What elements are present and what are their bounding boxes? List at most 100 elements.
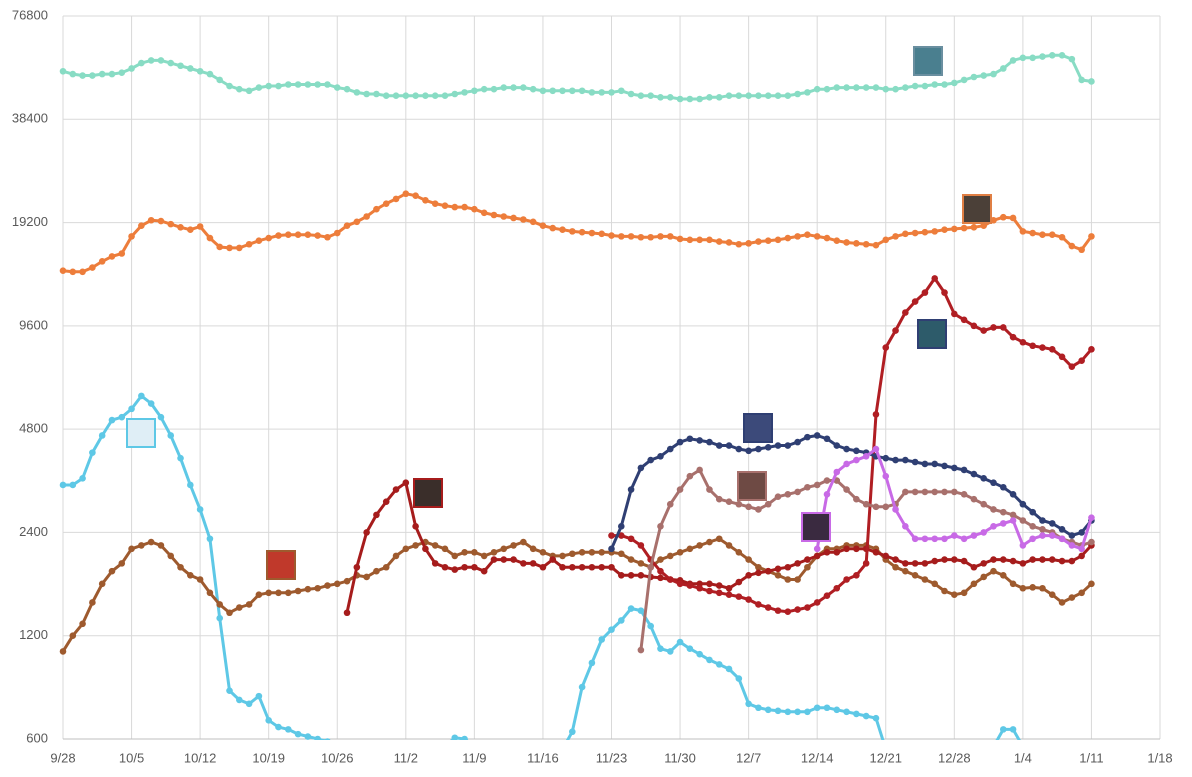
data-point xyxy=(804,89,811,96)
data-point xyxy=(696,466,703,474)
data-point xyxy=(941,556,948,563)
data-point xyxy=(999,508,1007,516)
data-point xyxy=(784,490,792,498)
data-point xyxy=(666,233,674,240)
data-point xyxy=(1019,584,1027,592)
data-point xyxy=(206,234,214,242)
data-point xyxy=(373,511,380,519)
data-point xyxy=(725,591,733,599)
x-tick-label: 10/5 xyxy=(119,750,144,765)
data-point xyxy=(774,607,782,614)
data-point xyxy=(98,580,106,588)
data-point xyxy=(774,565,782,573)
data-point xyxy=(862,84,870,91)
data-point xyxy=(960,490,968,498)
data-point xyxy=(569,728,576,736)
data-point xyxy=(549,556,557,563)
data-point xyxy=(461,549,468,556)
data-point xyxy=(549,224,557,232)
series-line xyxy=(61,537,1093,653)
data-point xyxy=(853,84,860,91)
data-point xyxy=(853,710,860,718)
data-point xyxy=(745,503,752,511)
data-point xyxy=(1078,246,1085,254)
data-point xyxy=(69,70,77,78)
data-point xyxy=(598,89,606,96)
data-point xyxy=(882,85,890,93)
data-point xyxy=(441,545,449,553)
data-point xyxy=(627,233,635,240)
data-point xyxy=(794,438,801,446)
data-point xyxy=(343,85,351,93)
character-icon xyxy=(917,319,947,349)
plot-area xyxy=(59,51,1095,740)
character-icon xyxy=(737,471,767,501)
data-point xyxy=(157,542,165,549)
data-point xyxy=(804,604,811,611)
data-point xyxy=(617,571,625,579)
data-point xyxy=(706,486,713,493)
data-point xyxy=(324,233,331,241)
grid: 600 1200 2400 4800 9600 19200 38400 76800 9/28 10… xyxy=(12,7,1173,765)
data-point xyxy=(921,460,929,468)
data-point xyxy=(265,717,272,724)
data-point xyxy=(245,240,253,248)
data-point xyxy=(617,617,625,624)
character-icon xyxy=(801,512,831,542)
data-point xyxy=(529,545,537,553)
data-point xyxy=(676,580,684,588)
data-point xyxy=(1009,57,1017,64)
data-point xyxy=(676,549,684,556)
data-point xyxy=(843,445,850,453)
data-point xyxy=(1048,532,1056,539)
x-tick-label: 10/19 xyxy=(252,750,285,765)
data-point xyxy=(999,213,1007,221)
data-point xyxy=(255,84,263,91)
character-icon xyxy=(913,46,943,76)
data-point xyxy=(520,84,527,91)
data-point xyxy=(510,84,517,91)
data-point xyxy=(931,275,939,282)
data-point xyxy=(79,72,86,79)
data-point xyxy=(853,240,860,247)
data-point xyxy=(794,90,801,98)
data-point xyxy=(167,59,175,67)
data-point xyxy=(990,567,997,575)
y-tick-label: 600 xyxy=(26,730,48,745)
data-point xyxy=(392,552,400,560)
data-point xyxy=(853,545,860,553)
data-point xyxy=(794,576,801,583)
data-point xyxy=(500,545,508,553)
data-point xyxy=(666,500,674,508)
data-point xyxy=(764,92,772,99)
data-point xyxy=(1078,76,1085,84)
data-point xyxy=(882,472,890,480)
data-point xyxy=(333,580,341,588)
data-point xyxy=(480,552,488,560)
data-point xyxy=(735,240,743,248)
data-point xyxy=(833,549,841,556)
data-point xyxy=(999,483,1007,491)
data-point xyxy=(911,488,919,496)
data-point xyxy=(461,203,468,211)
data-point xyxy=(813,599,821,606)
data-point xyxy=(539,563,547,571)
data-point xyxy=(941,462,948,470)
data-point xyxy=(980,327,987,334)
data-point xyxy=(608,532,615,539)
data-point xyxy=(167,552,175,560)
data-point xyxy=(1058,557,1066,565)
data-point xyxy=(108,70,116,78)
data-point xyxy=(804,708,811,716)
data-point xyxy=(177,563,184,571)
data-point xyxy=(1019,517,1027,524)
data-point xyxy=(598,636,606,643)
data-point xyxy=(637,233,645,241)
data-point xyxy=(89,264,96,271)
data-point xyxy=(373,90,380,98)
data-point xyxy=(1058,233,1066,241)
data-point xyxy=(1058,599,1066,606)
data-point xyxy=(657,556,664,563)
x-tick-label: 11/2 xyxy=(394,750,418,765)
